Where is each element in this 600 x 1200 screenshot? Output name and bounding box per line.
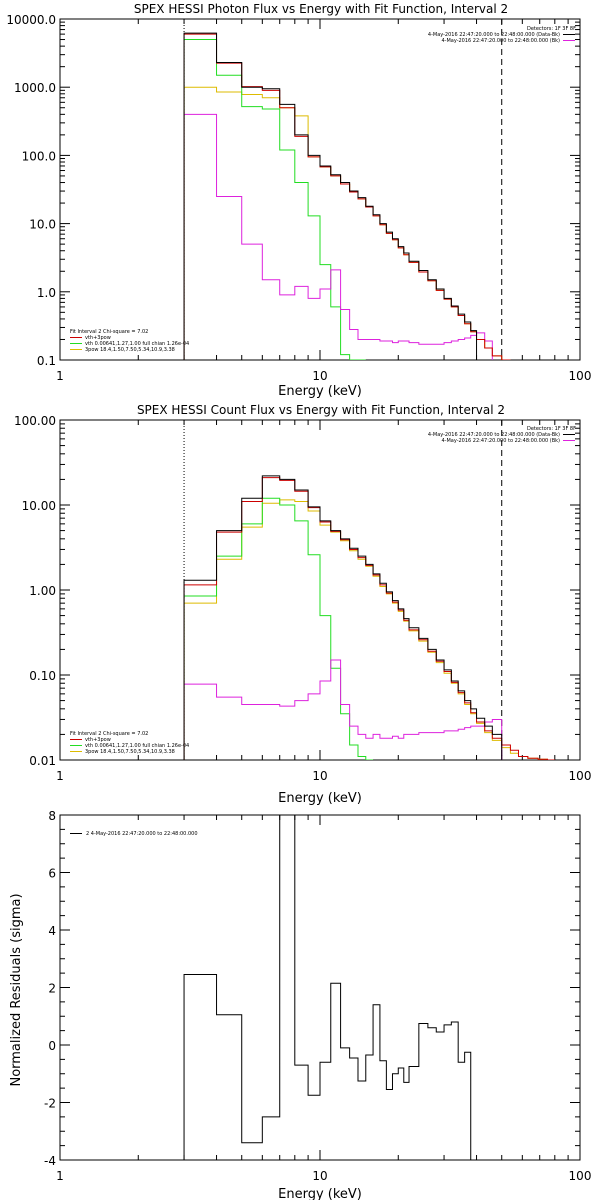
photon-flux-legend-fit-header: Fit Interval 2 Chi-square = 7.02	[70, 329, 148, 335]
photon-flux-legend-vth-entry: vth 0.00641,1.27,1.00 full chian 1.26e-0…	[85, 341, 189, 347]
count-flux-legend-bk-entry: 4-May-2016 22:47:20.000 to 22:48:00.000 …	[441, 438, 560, 444]
photon-flux-x-tick-label: 100	[569, 369, 592, 383]
photon-flux-y-tick-label: 0.1	[37, 354, 56, 368]
residuals-x-tick-label: 1	[56, 1169, 64, 1183]
photon-flux-legend-data-entry: 4-May-2016 22:47:20.000 to 22:48:00.000 …	[428, 32, 560, 38]
count-flux-x-tick-label: 1	[56, 769, 64, 783]
photon-flux-x-axis-label: Energy (keV)	[278, 384, 362, 399]
count-flux-x-tick-label: 10	[312, 769, 327, 783]
count-flux-legend-detectors: Detectors: 1F 3F 8F 4-May-2016 22:47:20.…	[428, 426, 576, 444]
residuals-x-axis-label: Energy (keV)	[278, 1187, 362, 1200]
photon-flux-background-series	[183, 113, 493, 360]
count-flux-x-tick-label: 100	[569, 769, 592, 783]
photon-flux-panel: SPEX HESSI Photon Flux vs Energy with Fi…	[6, 2, 591, 399]
photon-flux-x-tick-label: 1	[56, 369, 64, 383]
photon-flux-vth-series	[183, 39, 366, 360]
count-flux-x-axis-label: Energy (keV)	[278, 791, 362, 806]
residuals-y-axis-label: Normalized Residuals (sigma)	[9, 893, 24, 1086]
photon-flux-power-series	[183, 86, 511, 360]
residuals-plot-frame	[59, 814, 581, 1161]
photon-flux-total-series	[183, 32, 478, 360]
photon-flux-y-tick-label: 1.0	[37, 286, 56, 300]
residuals-y-tick-label: 4	[48, 924, 56, 938]
count-flux-y-tick-label: 10.00	[22, 499, 56, 513]
photon-flux-legend-power-entry: 3pow 18.4,1.50,7.50,5.34,10.9,3.38	[85, 347, 175, 353]
count-flux-total-series	[183, 475, 503, 760]
count-flux-panel: SPEX HESSI Count Flux vs Energy with Fit…	[14, 403, 591, 806]
count-flux-y-tick-label: 100.00	[14, 414, 56, 428]
photon-flux-legend-detectors: Detectors: 1F 3F 8F 4-May-2016 22:47:20.…	[428, 26, 576, 44]
count-flux-legend-power-entry: 3pow 18.4,1.50,7.50,5.34,10.9,3.38	[85, 749, 175, 755]
count-flux-y-tick-label: 1.00	[29, 584, 56, 598]
residuals-y-tick-label: -2	[44, 1097, 56, 1111]
count-flux-legend-detectors-text: Detectors: 1F 3F 8F	[527, 426, 576, 432]
photon-flux-y-tick-label: 10.0	[29, 218, 56, 232]
count-flux-legend-fit-header: Fit Interval 2 Chi-square = 7.02	[70, 731, 148, 737]
photon-flux-legend-sum-entry: vth+3pow	[85, 335, 111, 341]
photon-flux-title: SPEX HESSI Photon Flux vs Energy with Fi…	[134, 2, 508, 16]
count-flux-legend-fit: Fit Interval 2 Chi-square = 7.02 vth+3po…	[70, 731, 189, 755]
count-flux-legend-sum-entry: vth+3pow	[85, 737, 111, 743]
count-flux-y-tick-label: 0.01	[29, 754, 56, 768]
photon-flux-legend-bk-entry: 4-May-2016 22:47:20.000 to 22:48:00.000 …	[441, 38, 560, 44]
residuals-legend-entry: 2 4-May-2016 22:47:20.000 to 22:48:00.00…	[86, 831, 198, 837]
residuals-y-tick-label: -4	[44, 1154, 56, 1168]
residuals-series	[183, 815, 472, 1160]
residuals-y-tick-label: 6	[48, 867, 56, 881]
count-flux-sum-series	[183, 477, 555, 760]
residuals-x-tick-label: 10	[312, 1169, 327, 1183]
count-flux-legend-vth-entry: vth 0.00641,1.27,1.00 full chian 1.26e-0…	[85, 743, 189, 749]
count-flux-title: SPEX HESSI Count Flux vs Energy with Fit…	[137, 403, 505, 417]
count-flux-vth-series	[183, 497, 374, 760]
photon-flux-x-tick-label: 10	[312, 369, 327, 383]
residuals-panel: Energy (keV) Normalized Residuals (sigma…	[9, 809, 591, 1200]
residuals-x-tick-label: 100	[569, 1169, 592, 1183]
count-flux-power-series	[183, 499, 555, 760]
count-flux-background-series	[183, 659, 503, 760]
count-flux-y-tick-label: 0.10	[29, 669, 56, 683]
photon-flux-sum-series	[183, 33, 511, 360]
photon-flux-y-tick-label: 1000.0	[14, 81, 56, 95]
count-flux-legend-data-entry: 4-May-2016 22:47:20.000 to 22:48:00.000 …	[428, 432, 560, 438]
photon-flux-y-tick-label: 10000.0	[6, 13, 56, 27]
photon-flux-legend-fit: Fit Interval 2 Chi-square = 7.02 vth+3po…	[70, 329, 189, 353]
residuals-y-tick-label: 2	[48, 982, 56, 996]
residuals-y-tick-label: 8	[48, 809, 56, 823]
photon-flux-y-tick-label: 100.0	[22, 149, 56, 163]
residuals-y-tick-label: 0	[48, 1039, 56, 1053]
photon-flux-legend-detectors-text: Detectors: 1F 3F 8F	[527, 26, 576, 32]
